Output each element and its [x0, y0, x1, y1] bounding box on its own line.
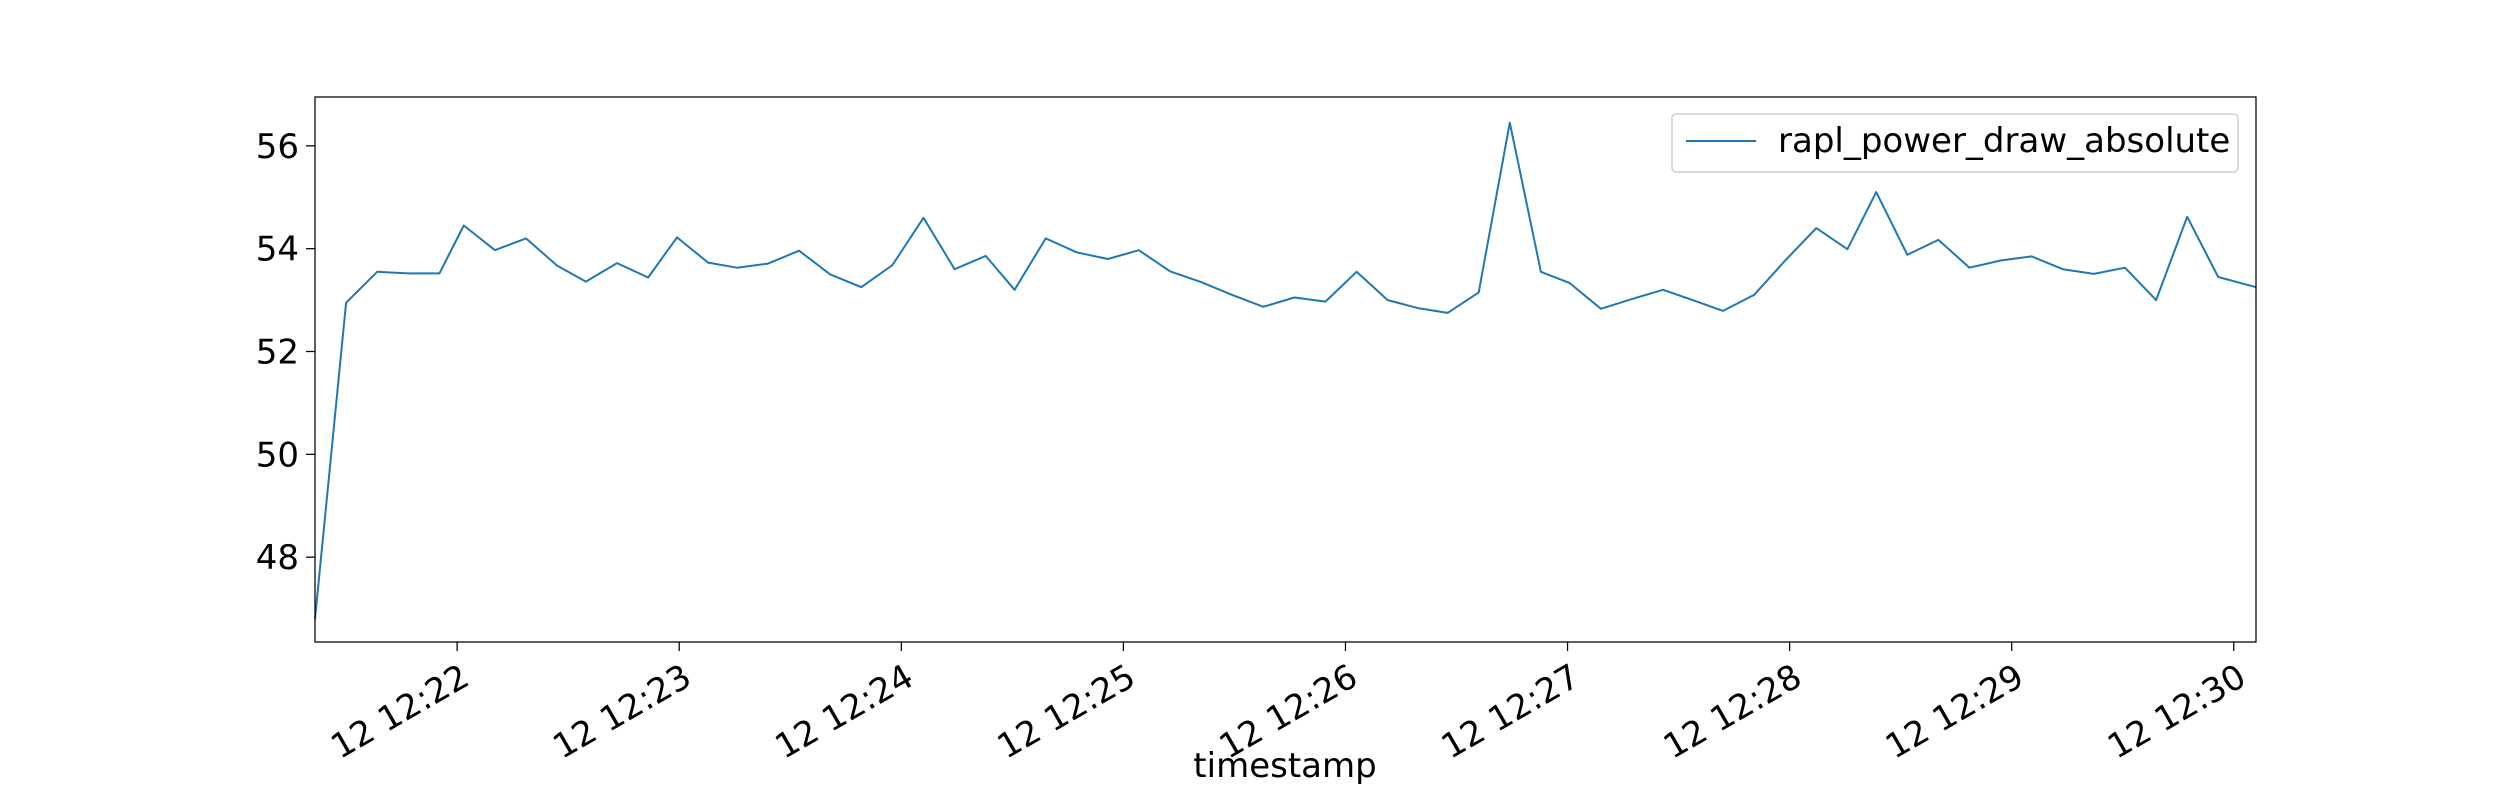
y-tick-label: 52: [256, 333, 299, 373]
y-tick-label: 50: [256, 435, 299, 475]
legend-box: [1671, 113, 2239, 173]
series-line-0: [314, 121, 2257, 619]
legend: rapl_power_draw_absolute: [1671, 113, 2239, 173]
plot-frame: [314, 96, 2257, 643]
x-axis-label: timestamp: [1193, 746, 1376, 786]
y-tick-label: 48: [256, 538, 299, 578]
series-layer: [314, 121, 2257, 619]
y-axis: 48 50 52 54 56: [256, 127, 315, 578]
y-tick-label: 54: [256, 230, 299, 270]
legend-label: rapl_power_draw_absolute: [1778, 121, 2230, 161]
y-tick-label: 56: [256, 127, 299, 167]
